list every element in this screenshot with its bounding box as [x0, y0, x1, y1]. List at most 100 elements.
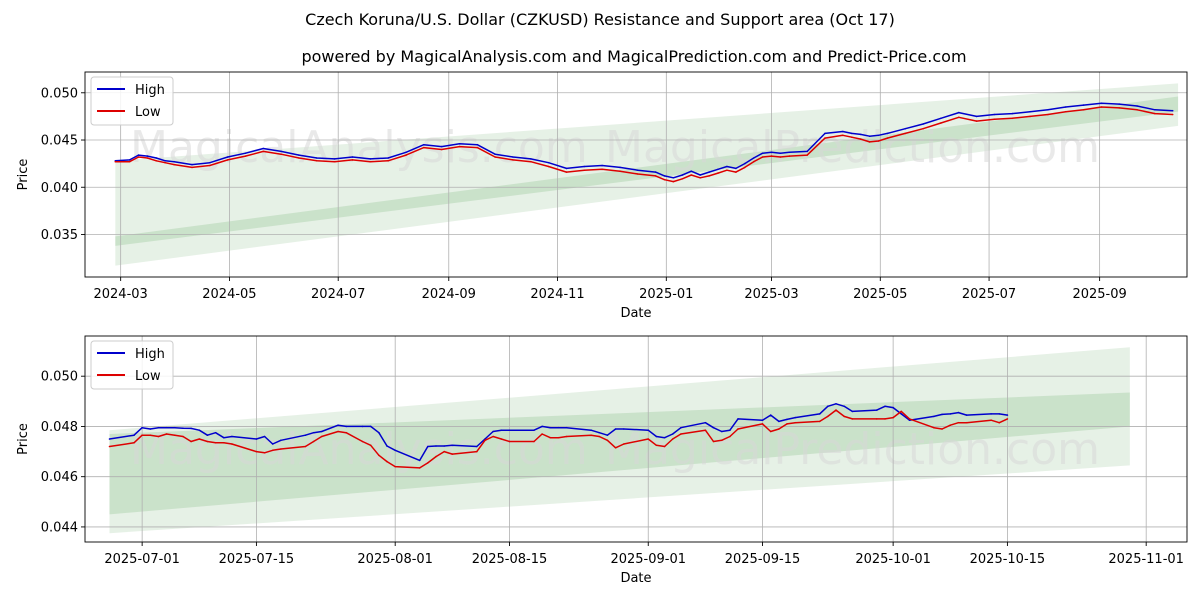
data-point-high: [0, 431, 1, 433]
y-tick-label: 0.048: [41, 420, 78, 435]
data-point-low: [190, 440, 192, 443]
data-point-high: [508, 429, 511, 432]
data-point-low: [280, 448, 282, 450]
data-point-low: [533, 440, 535, 443]
data-point-high: [298, 154, 300, 156]
data-point-high: [512, 156, 514, 158]
data-point-low: [476, 146, 479, 149]
data-point-high: [654, 171, 657, 173]
data-point-high: [244, 152, 247, 154]
data-point-low: [244, 155, 247, 157]
data-point-high: [1064, 106, 1067, 108]
data-point-low: [868, 141, 871, 143]
data-point-low: [298, 157, 300, 159]
data-point-low: [737, 428, 739, 430]
data-point-high: [892, 406, 894, 409]
data-point-low: [226, 159, 229, 161]
data-point-low: [794, 421, 796, 424]
data-point-low: [606, 439, 609, 442]
data-point-high: [769, 414, 772, 416]
data-point-low: [427, 462, 429, 464]
data-point-low: [418, 467, 421, 469]
band-inner: [109, 392, 1130, 515]
data-point-high: [173, 160, 175, 163]
data-point-high: [312, 431, 315, 434]
data-point-low: [965, 421, 968, 424]
data-point-high: [231, 435, 233, 438]
data-point-high: [547, 161, 550, 164]
data-point-high: [614, 428, 617, 430]
data-point-low: [1171, 113, 1174, 116]
data-point-high: [975, 115, 978, 118]
x-axis-label: Date: [620, 571, 651, 586]
data-point-high: [583, 165, 586, 168]
y-axis-label: Price: [16, 159, 31, 191]
data-point-high: [133, 434, 135, 437]
watermark-analysis: MagicalAnalysis.com: [130, 424, 588, 475]
data-point-high: [623, 428, 625, 430]
data-point-low: [949, 424, 952, 427]
x-tick-label: 2025-07-15: [219, 552, 295, 567]
x-tick-label: 2025-11-01: [1108, 552, 1184, 567]
data-point-high: [190, 427, 192, 430]
panel-1: MagicalAnalysis.com MagicalPrediction.com…: [16, 71, 1188, 321]
data-point-low: [435, 455, 437, 458]
data-point-high: [157, 426, 160, 429]
data-point-high: [492, 430, 494, 433]
data-point-low: [304, 445, 307, 448]
data-point-low: [209, 164, 211, 167]
data-point-low: [157, 435, 160, 438]
data-point-high: [1029, 110, 1031, 113]
y-tick-label: 0.050: [41, 86, 78, 101]
data-point-high: [843, 405, 845, 408]
data-point-low: [386, 460, 388, 463]
data-point-high: [655, 435, 658, 438]
data-point-high: [263, 435, 266, 438]
data-point-low: [842, 134, 844, 137]
data-point-low: [892, 416, 894, 419]
data-point-low: [647, 438, 649, 440]
data-point-low: [0, 438, 1, 440]
data-point-high: [877, 134, 880, 137]
data-point-low: [263, 452, 266, 454]
data-point-high: [533, 429, 535, 432]
data-point-high: [255, 438, 258, 440]
data-point-high: [435, 445, 437, 447]
data-point-low: [663, 445, 666, 448]
x-tick-label: 2024-05: [202, 287, 256, 302]
data-point-low: [761, 156, 764, 158]
data-point-high: [788, 151, 791, 154]
data-point-high: [141, 426, 143, 429]
data-point-low: [655, 444, 658, 447]
data-point-high: [842, 130, 844, 133]
x-tick-label: 2024-07: [311, 287, 365, 302]
data-point-low: [387, 160, 389, 162]
data-point-high: [637, 169, 639, 171]
plot-area: MagicalAnalysis.com MagicalPrediction.com: [0, 336, 1187, 542]
data-point-high: [405, 151, 407, 154]
data-point-low: [744, 166, 746, 169]
data-point-low: [214, 442, 217, 444]
data-point-high: [280, 150, 282, 153]
data-point-low: [654, 175, 657, 177]
data-point-high: [191, 163, 193, 166]
data-point-low: [708, 175, 710, 177]
chart-subtitle: powered by MagicalAnalysis.com and Magic…: [301, 47, 966, 66]
data-point-high: [690, 170, 693, 172]
data-point-low: [174, 434, 176, 437]
data-point-low: [717, 172, 719, 174]
data-point-high: [351, 156, 354, 158]
data-point-high: [752, 157, 755, 159]
data-point-high: [933, 415, 935, 418]
data-point-high: [182, 427, 184, 430]
data-point-high: [794, 416, 796, 419]
data-point-low: [565, 171, 568, 173]
data-point-low: [993, 118, 996, 120]
data-point-low: [637, 173, 639, 175]
data-point-high: [590, 429, 592, 432]
data-point-high: [541, 425, 543, 428]
data-point-high: [214, 431, 217, 434]
data-point-low: [933, 426, 935, 429]
